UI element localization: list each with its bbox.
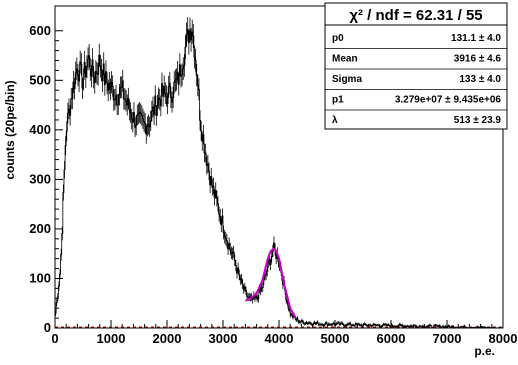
histogram-series (55, 16, 503, 329)
stats-box: χ² / ndf = 62.31 / 55 p0 131.1 ± 4.0 Mean 3… (324, 2, 508, 130)
x-tick-label: 8000 (489, 331, 518, 346)
x-tick-label: 7000 (433, 331, 462, 346)
y-tick-label: 600 (29, 23, 51, 38)
stats-row-value: 513 ± 23.9 (454, 115, 502, 126)
x-tick-label: 3000 (209, 331, 238, 346)
x-tick-label: 5000 (321, 331, 350, 346)
x-tick-label: 4000 (265, 331, 294, 346)
x-tick-label: 6000 (377, 331, 406, 346)
stats-row-value: 3.279e+07 ± 9.435e+06 (395, 95, 502, 106)
y-axis: 0 100 200 300 400 500 600 (29, 23, 63, 335)
stats-row-name: λ (332, 115, 338, 126)
y-tick-label: 400 (29, 122, 51, 137)
x-axis: 0 1000 2000 3000 4000 5000 6000 7000 8000 (51, 320, 517, 346)
stats-row-value: 133 ± 4.0 (459, 74, 501, 85)
x-tick-label: 2000 (153, 331, 182, 346)
fit-curve-series (244, 247, 297, 319)
stats-row-name: Mean (332, 54, 358, 65)
stats-title: χ² / ndf = 62.31 / 55 (349, 7, 482, 24)
y-tick-label: 500 (29, 72, 51, 87)
fit-curve (244, 247, 297, 319)
x-tick-label: 1000 (97, 331, 126, 346)
y-tick-label: 100 (29, 270, 51, 285)
y-axis-label: counts (20pe/bin) (3, 80, 17, 179)
histogram-line (55, 28, 503, 329)
stats-row-value: 131.1 ± 4.0 (451, 33, 501, 44)
stats-row-name: Sigma (332, 74, 362, 85)
y-tick-label: 200 (29, 221, 51, 236)
stats-row-value: 3916 ± 4.6 (454, 54, 502, 65)
stats-row-name: p0 (332, 33, 344, 44)
stats-row-name: p1 (332, 95, 344, 106)
y-tick-label: 300 (29, 171, 51, 186)
x-tick-label: 0 (51, 331, 58, 346)
y-tick-label: 0 (44, 320, 51, 335)
x-axis-label: p.e. (474, 344, 495, 358)
